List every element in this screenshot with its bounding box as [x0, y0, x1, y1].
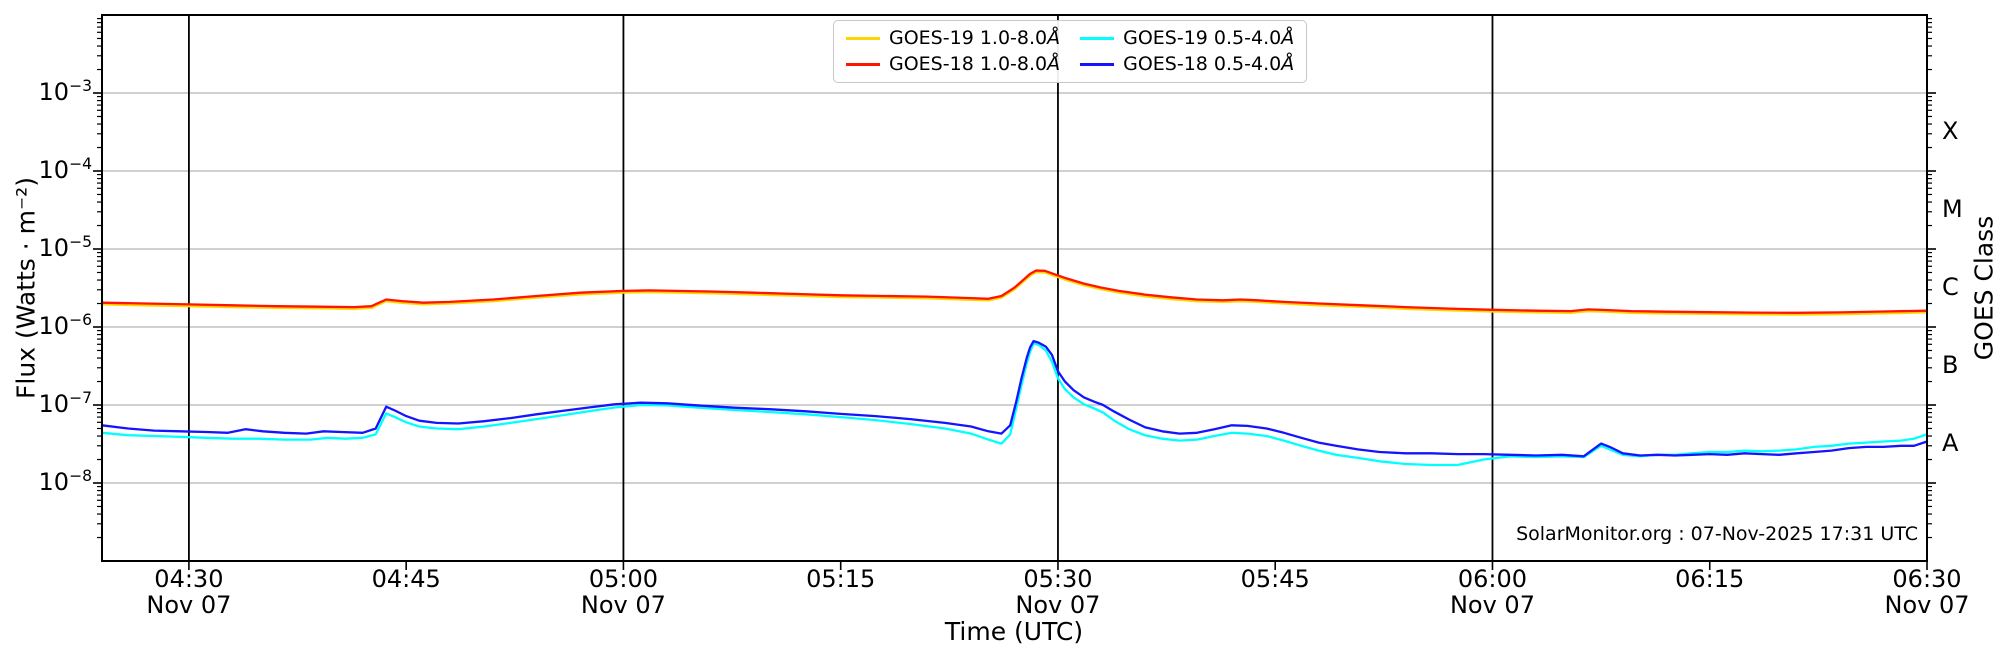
y-tick-label: 10−3: [38, 77, 92, 106]
legend-label: GOES-19 1.0-8.0: [889, 27, 1048, 49]
flux-series: [100, 269, 1929, 467]
x-tick-label: 06:30: [1892, 565, 1962, 593]
angstrom-unit: Å: [1281, 53, 1295, 75]
legend: GOES-19 1.0-8.0 Å GOES-19 0.5-4.0 Å GOES-1…: [833, 20, 1308, 83]
goes-class-letter-b: B: [1942, 351, 1959, 379]
legend-label: GOES-18 0.5-4.0: [1123, 53, 1282, 75]
legend-swatch-goes18-short-icon: [1080, 63, 1115, 66]
legend-item-goes19-long: GOES-19 1.0-8.0 Å: [846, 27, 1060, 50]
y-tick-label: 10−5: [38, 233, 92, 262]
series-line-goes-19-1-0-8-0-: [100, 271, 1929, 316]
legend-label: GOES-18 1.0-8.0: [889, 53, 1048, 75]
x-tick-label: 05:15: [806, 565, 876, 593]
y-tick-label: 10−6: [38, 311, 92, 340]
x-tick-date-label: Nov 07: [1884, 591, 1970, 619]
angstrom-unit: Å: [1281, 27, 1295, 49]
angstrom-unit: Å: [1047, 53, 1061, 75]
date-gridlines: [188, 15, 1494, 561]
x-tick-label: 06:00: [1457, 565, 1528, 593]
axis-ticks: [93, 17, 1936, 570]
x-tick-date-label: Nov 07: [1015, 591, 1101, 619]
legend-label: GOES-19 0.5-4.0: [1123, 27, 1282, 49]
goes-class-letter-x: X: [1942, 117, 1959, 145]
x-tick-date-label: Nov 07: [1449, 591, 1535, 619]
series-line-goes-18-1-0-8-0-: [100, 269, 1929, 314]
x-tick-date-label: Nov 07: [146, 591, 232, 619]
x-tick-label: 04:45: [371, 565, 441, 593]
angstrom-unit: Å: [1047, 27, 1061, 49]
legend-swatch-goes19-short-icon: [1080, 37, 1115, 40]
goes-class-letter-a: A: [1942, 429, 1959, 457]
y-axis-title-flux: Flux (Watts · m⁻²): [11, 177, 41, 399]
legend-item-goes18-long: GOES-18 1.0-8.0 Å: [846, 53, 1060, 76]
legend-item-goes18-short: GOES-18 0.5-4.0 Å: [1080, 53, 1294, 76]
y-tick-label: 10−4: [38, 155, 92, 184]
goes-class-letter-c: C: [1942, 273, 1959, 301]
plot-frame: [101, 14, 1928, 562]
x-tick-label: 04:30: [154, 565, 224, 593]
series-line-goes-18-0-5-4-0-: [100, 339, 1929, 458]
x-tick-label: 05:30: [1023, 565, 1093, 593]
x-axis-title: Time (UTC): [944, 617, 1084, 646]
legend-swatch-goes19-long-icon: [846, 37, 880, 40]
legend-swatch-goes18-long-icon: [846, 63, 880, 66]
x-tick-date-label: Nov 07: [580, 591, 666, 619]
y-axis-title-goes-class: GOES Class: [1969, 215, 1999, 361]
y-tick-label: 10−8: [38, 467, 92, 496]
legend-item-goes19-short: GOES-19 0.5-4.0 Å: [1080, 27, 1294, 50]
x-tick-label: 05:45: [1240, 565, 1310, 593]
y-tick-label: 10−7: [38, 389, 92, 418]
x-tick-label: 05:00: [588, 565, 658, 593]
goes-class-letter-m: M: [1942, 195, 1963, 223]
x-tick-label: 06:15: [1675, 565, 1745, 593]
solarmonitor-timestamp: SolarMonitor.org : 07-Nov-2025 17:31 UTC: [1516, 523, 1918, 545]
